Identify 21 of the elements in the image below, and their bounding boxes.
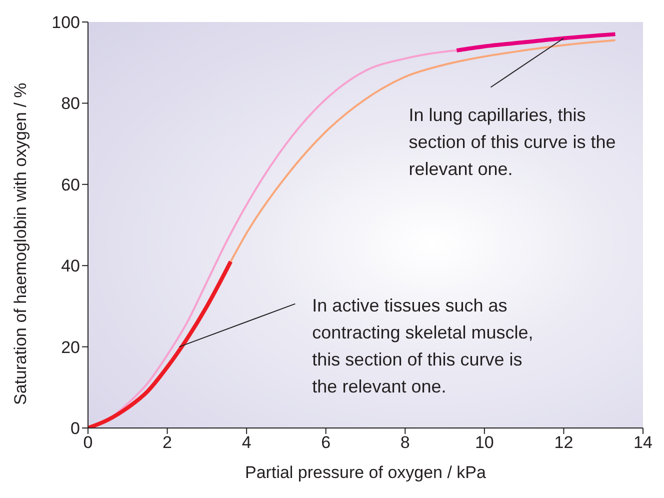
line-series [88,260,233,428]
y-tick-label: 40 [61,256,80,276]
annotation: In active tissues such as contracting skeletal muscle, this section of this curve is the relevant one. [312,296,534,397]
x-axis-title: Partial pressure of oxygen / kPa [245,463,487,482]
line-series [230,39,616,263]
annotation: In lung capillaries, this section of this curve is the relevant one. [408,105,616,180]
x-tick-label: 14 [634,433,652,452]
y-tick-label: 60 [61,175,80,194]
y-tick-label: 100 [52,13,80,32]
y-tick-label: 80 [61,94,80,114]
x-tick-label: 8 [400,433,410,452]
x-tick-label: 10 [474,433,494,452]
x-tick-label: 6 [321,433,331,452]
x-tick-label: 0 [83,433,93,452]
line-series [454,32,618,52]
x-tick-label: 4 [242,433,252,452]
x-tick-label: 2 [162,433,172,452]
y-tick-label: 20 [61,338,80,357]
x-tick-label: 12 [554,433,574,452]
y-axis-title: Saturation of haemoglobin with oxygen / % [11,82,30,405]
y-tick-label: 0 [70,419,80,438]
